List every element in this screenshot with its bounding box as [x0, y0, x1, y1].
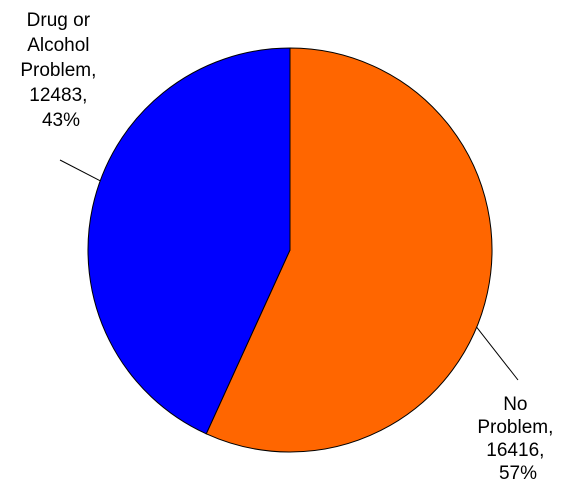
pie-slices [87, 47, 493, 453]
slice-label-line: 16416, [486, 440, 544, 461]
slice-label-line: 43% [42, 110, 80, 131]
slice-label-line: 57% [499, 463, 537, 484]
slice-label-line: Drug or [27, 10, 91, 31]
leader-line-no-problem [476, 326, 519, 381]
leader-line-drug-or-alcohol-problem [59, 159, 101, 182]
slice-label-no-problem: No Problem, 16416, 57% [477, 394, 558, 484]
slice-label-line: 12483, [29, 85, 87, 106]
slice-label-line: Alcohol [27, 35, 89, 56]
slice-label-drug-or-alcohol-problem: Drug or Alcohol Problem, 12483, 43% [20, 10, 101, 131]
label-leader-lines [59, 159, 519, 381]
slice-label-line: No [503, 394, 527, 415]
slice-label-line: Problem, [477, 417, 553, 438]
pie-slice-no-problem [205, 47, 493, 453]
slice-label-line: Problem, [20, 60, 96, 81]
pie-slice-drug-or-alcohol-problem [87, 47, 291, 435]
